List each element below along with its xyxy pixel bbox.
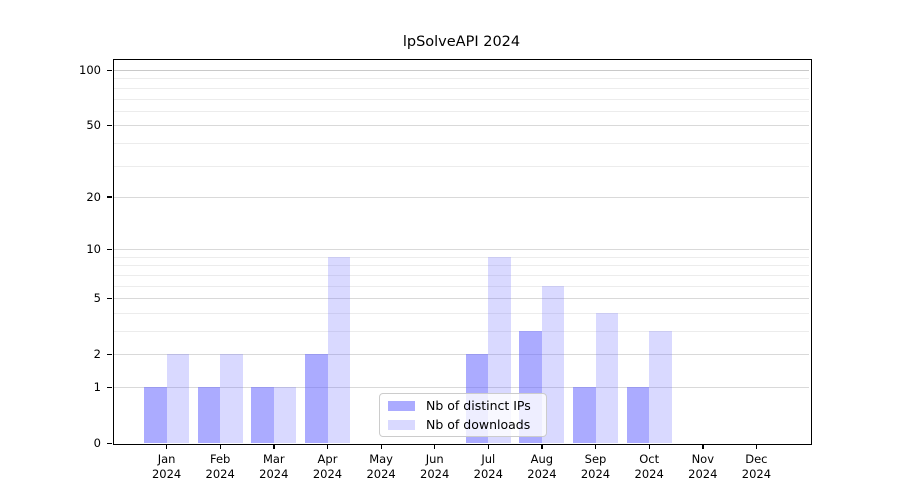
x-tick-label: Jan 2024 bbox=[151, 452, 182, 481]
x-tick-mark bbox=[541, 444, 543, 449]
x-tick-label: Nov 2024 bbox=[688, 452, 718, 481]
x-tick-mark bbox=[166, 444, 168, 449]
x-tick-mark bbox=[702, 444, 704, 449]
y-tick-label: 2 bbox=[93, 347, 101, 362]
bar-downloads bbox=[327, 256, 350, 443]
x-tick-mark bbox=[648, 444, 650, 449]
x-tick-label: Apr 2024 bbox=[312, 452, 343, 481]
x-tick-label: Aug 2024 bbox=[527, 452, 557, 481]
y-tick-mark bbox=[107, 69, 112, 71]
minor-gridline bbox=[114, 142, 809, 144]
x-tick-label: Jul 2024 bbox=[473, 452, 503, 481]
minor-gridline bbox=[114, 265, 809, 267]
legend: Nb of distinct IPs Nb of downloads bbox=[379, 393, 547, 437]
x-tick-mark bbox=[380, 444, 382, 449]
x-tick-label: Oct 2024 bbox=[634, 452, 664, 481]
x-tick-mark bbox=[595, 444, 597, 449]
minor-gridline bbox=[114, 331, 809, 332]
y-tick-label: 20 bbox=[86, 189, 101, 204]
y-tick-mark bbox=[107, 196, 112, 198]
bar-downloads bbox=[595, 312, 618, 443]
major-gridline bbox=[114, 298, 809, 300]
minor-gridline bbox=[114, 256, 809, 258]
y-tick-mark bbox=[107, 124, 112, 126]
minor-gridline bbox=[114, 312, 809, 314]
y-tick-mark bbox=[107, 386, 112, 388]
x-tick-label: Jun 2024 bbox=[420, 452, 450, 481]
bar-downloads bbox=[166, 354, 190, 443]
minor-gridline bbox=[114, 110, 809, 112]
x-tick-mark bbox=[487, 444, 490, 449]
minor-gridline bbox=[114, 165, 809, 167]
y-tick-label: 100 bbox=[79, 63, 101, 77]
major-gridline bbox=[114, 249, 809, 251]
major-gridline bbox=[114, 70, 809, 71]
major-gridline bbox=[114, 354, 809, 356]
legend-swatch-downloads bbox=[388, 419, 415, 430]
bar-downloads bbox=[649, 331, 672, 443]
y-tick-mark bbox=[107, 248, 112, 250]
legend-item-distinct-ips: Nb of distinct IPs bbox=[380, 396, 546, 415]
x-tick-label: May 2024 bbox=[366, 452, 396, 481]
x-tick-label: Dec 2024 bbox=[741, 452, 772, 481]
minor-gridline bbox=[114, 285, 809, 287]
bar-distinct-ips bbox=[305, 354, 328, 443]
chart-title: lpSolveAPI 2024 bbox=[402, 34, 521, 50]
y-tick-label: 5 bbox=[93, 291, 101, 306]
minor-gridline bbox=[114, 274, 809, 276]
major-gridline bbox=[114, 387, 809, 388]
y-tick-mark bbox=[107, 353, 112, 355]
bar-downloads bbox=[541, 285, 565, 443]
major-gridline bbox=[114, 125, 809, 127]
bar-distinct-ips bbox=[573, 387, 596, 443]
x-tick-mark bbox=[327, 444, 329, 449]
y-tick-label: 0 bbox=[93, 436, 101, 450]
y-tick-label: 50 bbox=[86, 118, 101, 133]
y-tick-label: 1 bbox=[93, 380, 101, 394]
legend-swatch-distinct-ips bbox=[388, 400, 415, 411]
y-tick-mark bbox=[107, 442, 112, 444]
legend-label-distinct-ips: Nb of distinct IPs bbox=[426, 398, 531, 413]
y-tick-label: 10 bbox=[86, 242, 101, 257]
y-tick-mark bbox=[107, 297, 112, 299]
legend-label-downloads: Nb of downloads bbox=[426, 417, 531, 432]
bar-distinct-ips bbox=[144, 387, 167, 443]
legend-item-downloads: Nb of downloads bbox=[380, 415, 546, 434]
x-tick-mark bbox=[755, 444, 758, 449]
x-tick-label: Mar 2024 bbox=[259, 452, 289, 481]
minor-gridline bbox=[114, 78, 809, 80]
x-tick-label: Feb 2024 bbox=[205, 452, 235, 481]
bar-distinct-ips bbox=[197, 387, 221, 443]
bar-downloads bbox=[220, 354, 243, 443]
x-tick-mark bbox=[434, 444, 436, 449]
bar-downloads bbox=[273, 387, 297, 443]
minor-gridline bbox=[114, 98, 809, 100]
x-tick-mark bbox=[219, 444, 221, 449]
minor-gridline bbox=[114, 87, 809, 89]
x-tick-mark bbox=[273, 444, 275, 449]
bar-distinct-ips bbox=[251, 387, 274, 443]
major-gridline bbox=[114, 196, 809, 198]
bar-distinct-ips bbox=[626, 387, 650, 443]
x-tick-label: Sep 2024 bbox=[580, 452, 611, 481]
